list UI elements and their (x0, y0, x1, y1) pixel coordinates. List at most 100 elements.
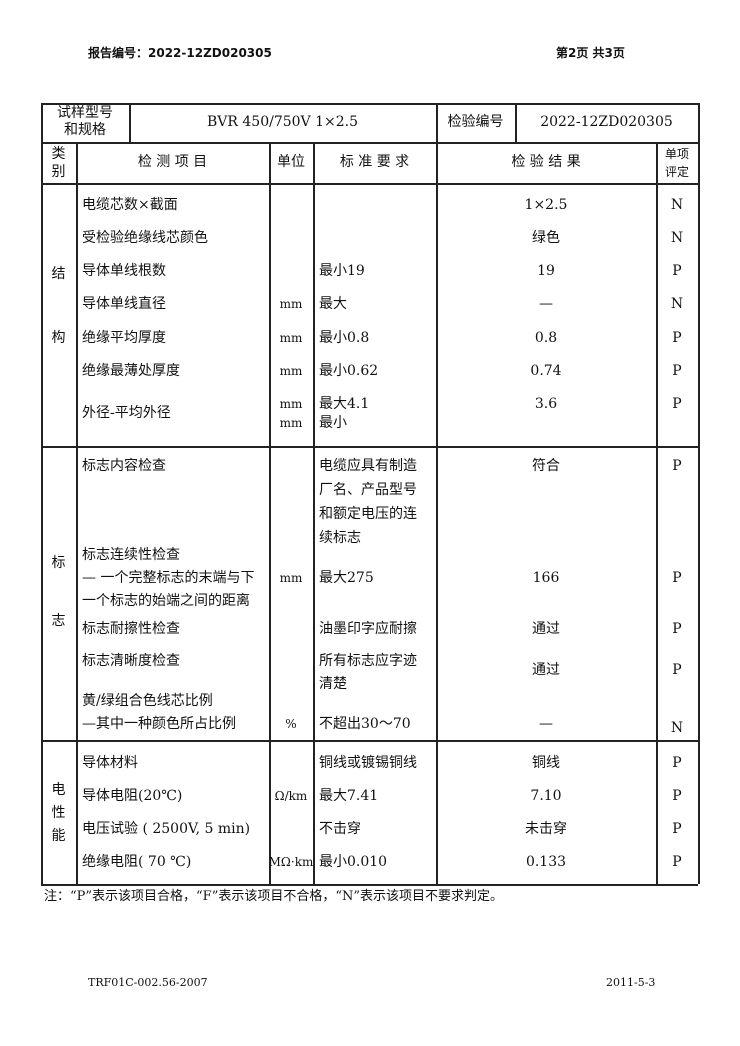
test-item: 外径-平均外径 (82, 405, 171, 421)
table-rule (129, 103, 131, 142)
test-item: —其中一种颜色所占比例 (82, 716, 236, 732)
verdict: N (670, 720, 684, 736)
standard-requirement: 电缆应具有制造 (319, 458, 417, 474)
test-item: 电压试验 ( 2500V, 5 min) (82, 821, 251, 837)
test-result: 7.10 (530, 788, 562, 804)
standard-requirement: 最小 (319, 415, 347, 431)
verdict: P (672, 396, 682, 412)
standard-requirement: 油墨印字应耐擦 (319, 621, 417, 637)
test-item: 受检验绝缘线芯颜色 (82, 230, 208, 246)
verdict: P (672, 363, 682, 379)
verdict: P (672, 854, 682, 870)
inspection-no: 2022-12ZD020305 (540, 114, 673, 130)
category-label: 构 (51, 330, 66, 346)
footer-date: 2011-5-3 (606, 976, 656, 989)
standard-requirement: 厂名、产品型号 (319, 482, 417, 498)
col-verdict-line: 单项 (664, 147, 689, 161)
verdict: P (672, 330, 682, 346)
col-category-line: 别 (51, 164, 66, 180)
inspection-no-label: 检验编号 (447, 114, 504, 130)
test-result: 铜线 (532, 755, 560, 771)
table-rule (656, 142, 658, 884)
test-result: 通过 (532, 662, 560, 678)
test-item: 导体材料 (82, 755, 138, 771)
col-unit: 单位 (277, 154, 305, 170)
standard-requirement: 不超出30～70 (319, 716, 411, 732)
standard-requirement: 最小19 (319, 263, 365, 279)
verdict: N (670, 230, 684, 246)
test-item: 导体单线直径 (82, 296, 166, 312)
test-item: 绝缘电阻( 70 ℃) (82, 854, 192, 870)
test-result: 166 (532, 570, 560, 586)
unit: mm (279, 364, 303, 378)
test-result: 0.133 (525, 854, 567, 870)
standard-requirement: 最大7.41 (319, 788, 379, 804)
footnote: 注：“P”表示该项目合格，“F”表示该项目不合格，“N”表示该项目不要求判定。 (44, 889, 504, 904)
test-item: 导体电阻(20℃) (82, 788, 183, 804)
verdict: P (672, 755, 682, 771)
table-rule (41, 884, 698, 886)
verdict: P (672, 458, 682, 474)
table-rule (436, 103, 438, 884)
standard-requirement: 最小0.62 (319, 363, 379, 379)
test-result: 通过 (532, 621, 560, 637)
sample-value: BVR 450/750V 1×2.5 (206, 114, 358, 130)
col-verdict: 单项 评定 (656, 145, 698, 181)
standard-requirement: 最小0.8 (319, 330, 370, 346)
verdict: P (672, 821, 682, 837)
table-rule (41, 446, 698, 448)
sample-label: 试样型号 和规格 (41, 105, 129, 139)
table-rule (41, 142, 698, 144)
standard-requirement: 铜线或镀锡铜线 (319, 755, 417, 771)
test-item: 导体单线根数 (82, 263, 166, 279)
test-result: 19 (537, 263, 555, 279)
standard-requirement: 清楚 (319, 676, 347, 692)
test-result: — (539, 716, 553, 732)
col-category-line: 类 (51, 146, 66, 162)
table-rule (41, 740, 698, 742)
unit: MΩ·km (268, 855, 314, 869)
test-item: 绝缘最薄处厚度 (82, 363, 180, 379)
table-rule (515, 103, 517, 142)
col-standard: 标 准 要 求 (339, 154, 410, 170)
unit: mm (279, 416, 303, 430)
table-rule (41, 103, 43, 884)
col-verdict-line: 评定 (664, 165, 689, 179)
report-number: 报告编号：2022-12ZD020305 (88, 46, 272, 60)
col-category: 类 别 (41, 145, 76, 181)
standard-requirement: 最小0.010 (319, 854, 388, 870)
table-rule (41, 103, 698, 105)
standard-requirement: 不击穿 (319, 821, 361, 837)
verdict: N (670, 296, 684, 312)
unit: Ω/km (274, 789, 308, 803)
test-result: — (539, 296, 553, 312)
verdict: P (672, 263, 682, 279)
standard-requirement: 所有标志应字迹 (319, 653, 417, 669)
category-label: 性 (51, 805, 66, 821)
test-item: 一个标志的始端之间的距离 (82, 593, 250, 609)
verdict: P (672, 570, 682, 586)
sample-label-line: 和规格 (64, 122, 106, 138)
unit: mm (279, 331, 303, 345)
test-result: 绿色 (532, 230, 560, 246)
category-label: 电 (51, 782, 66, 798)
unit: % (285, 717, 297, 731)
test-item: 标志内容检查 (82, 458, 166, 474)
test-item: 标志耐擦性检查 (82, 621, 180, 637)
sample-label-line: 试样型号 (57, 105, 113, 121)
test-result: 0.74 (530, 363, 562, 379)
category-label: 能 (51, 828, 66, 844)
verdict: N (670, 197, 684, 213)
col-item: 检 测 项 目 (137, 154, 208, 170)
test-item: 电缆芯数×截面 (82, 197, 178, 213)
test-result: 未击穿 (525, 821, 567, 837)
standard-requirement: 和额定电压的连 (319, 506, 417, 522)
verdict: P (672, 621, 682, 637)
unit: mm (279, 297, 303, 311)
test-item: 绝缘平均厚度 (82, 330, 166, 346)
verdict: P (672, 788, 682, 804)
unit: mm (279, 397, 303, 411)
col-result: 检 验 结 果 (511, 154, 581, 170)
standard-requirement: 最大 (319, 296, 347, 312)
test-result: 符合 (532, 458, 560, 474)
